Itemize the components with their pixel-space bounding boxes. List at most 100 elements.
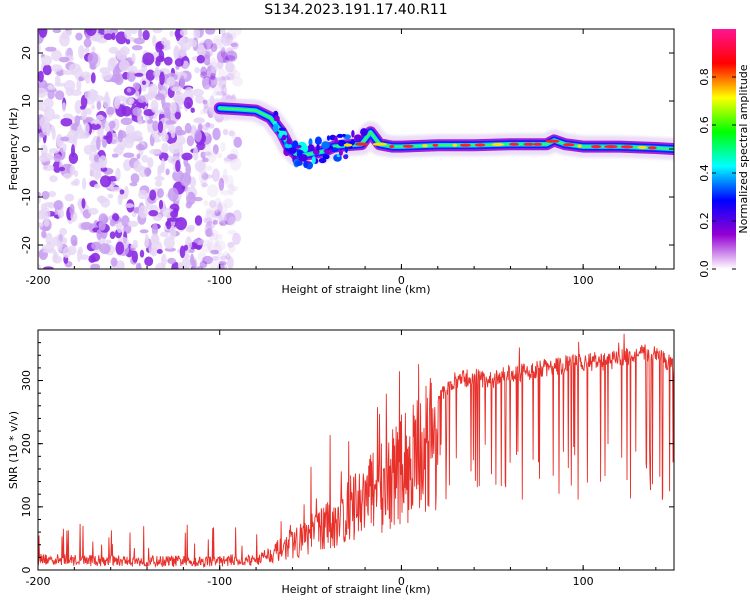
noise-blob [210,43,218,53]
noise-blob [90,263,101,269]
noise-blob [38,70,44,83]
noise-blob [208,123,215,129]
ridge-blob [321,141,330,150]
noise-blob [173,45,180,60]
noise-blob [171,86,182,92]
noise-blob [203,99,209,110]
noise-blob [223,157,233,162]
noise-blob [194,118,204,123]
noise-blob [145,69,156,81]
noise-blob [50,64,63,72]
spectrogram-x-tick-label: 100 [573,274,594,287]
colorbar-tick-label: 0.4 [698,164,711,182]
noise-blob [63,173,73,179]
noise-blob [220,189,232,196]
snr-x-axis-label: Height of straight line (km) [281,583,430,596]
snr-series-line [38,333,674,569]
noise-blob [155,55,165,63]
noise-blob [134,72,144,77]
noise-blob [213,203,223,213]
noise-blob [159,71,165,86]
noise-blob [203,152,214,157]
noise-blob [194,160,206,172]
noise-blob [203,144,212,153]
noise-blob [38,222,44,228]
spectrogram-ridge [208,97,674,170]
noise-blob [104,91,109,103]
ridge-blob [316,144,320,151]
noise-blob [174,58,184,67]
noise-blob [212,255,219,261]
noise-blob [38,42,41,54]
noise-blob [206,220,213,226]
noise-blob [41,190,50,200]
noise-blob [157,188,164,199]
noise-blob [185,87,193,93]
noise-blob [161,253,167,268]
noise-blob [62,113,73,119]
snr-y-tick-label: 300 [20,370,33,391]
noise-blob [144,167,152,176]
ridge-blob [311,156,316,164]
noise-blob [121,106,132,117]
noise-blob [217,214,227,224]
noise-blob [115,167,121,182]
noise-blob [126,87,132,93]
noise-blob [85,29,97,37]
noise-blob [124,29,132,40]
noise-blob [221,84,227,97]
noise-blob [168,142,181,154]
noise-blob [194,95,205,104]
noise-blob [197,239,210,247]
noise-blob [207,238,215,253]
noise-blob [225,174,234,189]
noise-blob [38,29,48,38]
noise-blob [210,57,218,72]
noise-blob [219,44,227,53]
noise-blob [89,34,102,42]
noise-blob [222,57,230,64]
noise-blob [81,71,91,80]
noise-blob [196,48,203,54]
noise-blob [120,261,125,268]
ridge-blob [308,138,313,147]
noise-blob [93,154,99,163]
noise-blob [218,177,225,191]
ridge-blob [322,154,330,160]
noise-blob [99,243,111,255]
noise-blob [109,57,118,68]
ridge-hotspot [509,142,519,146]
noise-blob [222,168,228,181]
noise-blob [91,46,96,53]
noise-blob [154,93,164,101]
noise-blob [104,121,110,132]
noise-blob [202,105,210,114]
noise-blob [42,64,52,76]
noise-blob [233,136,242,148]
noise-blob [131,250,138,263]
noise-blob [175,125,183,136]
snr-y-tick-label: 100 [20,496,33,517]
noise-blob [69,165,76,176]
noise-blob [206,65,217,80]
spectrogram-y-axis-label: Frequency (Hz) [7,108,20,191]
noise-blob [38,154,48,163]
noise-blob [115,50,122,57]
noise-blob [202,99,208,105]
noise-blob [226,62,237,77]
noise-blob [203,123,210,137]
spectrogram-noise [38,29,244,269]
noise-blob [219,255,228,261]
noise-blob [163,41,171,47]
noise-blob [94,183,101,189]
ridge-blob [354,134,362,141]
ridge-hotspot [533,142,542,146]
ridge-blob [284,143,292,149]
noise-blob [165,168,170,176]
noise-blob [226,33,237,41]
noise-blob [150,99,159,113]
noise-blob [204,223,213,238]
noise-blob [227,256,234,269]
noise-blob [126,70,136,82]
noise-blob [181,152,193,161]
